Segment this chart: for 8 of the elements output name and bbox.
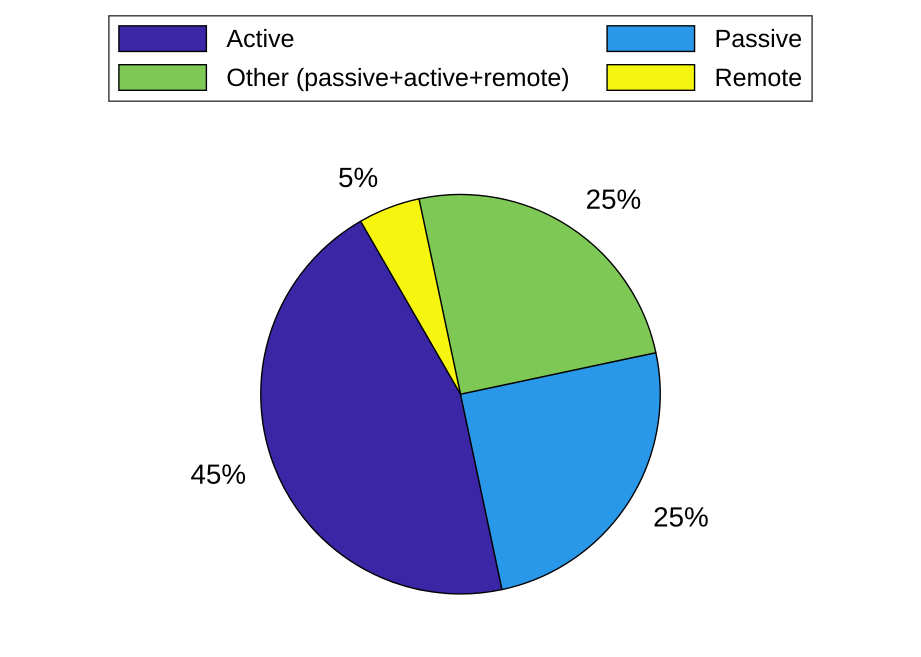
legend-label: Active	[226, 28, 294, 48]
data-label: 25%	[654, 507, 708, 527]
data-label: 5%	[339, 168, 378, 188]
legend-label: Remote	[716, 68, 801, 86]
legend-label: Passive	[716, 28, 801, 48]
data-label: 45%	[191, 464, 246, 484]
data-label: 25%	[586, 189, 640, 210]
legend-label: Other (passive+active+remote)	[228, 68, 568, 92]
